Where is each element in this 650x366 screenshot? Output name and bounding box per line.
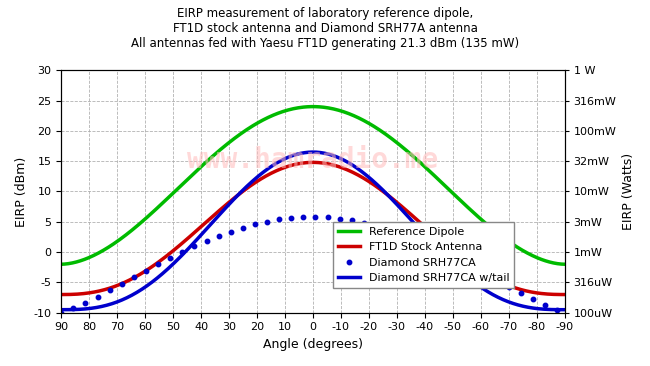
FT1D Stock Antenna (296, 161, 304, 165)
Diamond SRH77CA (358, 220, 366, 224)
Diamond SRH77CA w/tail (300, 151, 307, 155)
Diamond SRH77CA w/tail (358, 169, 366, 174)
Diamond SRH77CA w/tail (549, 307, 557, 312)
Diamond SRH77CA w/tail (309, 150, 317, 154)
FT1D Stock Antenna (331, 163, 339, 168)
Diamond SRH77CA (561, 310, 569, 315)
Line: Diamond SRH77CA w/tail: Diamond SRH77CA w/tail (61, 152, 565, 310)
Diamond SRH77CA (57, 310, 65, 315)
Diamond SRH77CA w/tail (296, 151, 304, 156)
FT1D Stock Antenna (300, 161, 307, 165)
Diamond SRH77CA w/tail (561, 307, 569, 312)
Diamond SRH77CA (300, 215, 307, 219)
Line: Reference Dipole: Reference Dipole (61, 107, 565, 264)
Diamond SRH77CA w/tail (57, 307, 65, 312)
Diamond SRH77CA (471, 266, 478, 270)
Reference Dipole (296, 105, 304, 110)
Diamond SRH77CA (549, 307, 557, 311)
Diamond SRH77CA w/tail (471, 281, 478, 285)
Diamond SRH77CA (309, 215, 317, 219)
Reference Dipole (358, 117, 366, 122)
Reference Dipole (549, 261, 557, 265)
FT1D Stock Antenna (561, 292, 569, 297)
Y-axis label: EIRP (dBm): EIRP (dBm) (15, 156, 28, 227)
Diamond SRH77CA w/tail (331, 154, 339, 158)
Diamond SRH77CA (296, 215, 304, 220)
FT1D Stock Antenna (57, 292, 65, 297)
Reference Dipole (471, 212, 478, 216)
Text: www.hamradio.me: www.hamradio.me (187, 146, 439, 174)
FT1D Stock Antenna (549, 292, 557, 296)
Legend: Reference Dipole, FT1D Stock Antenna, Diamond SRH77CA, Diamond SRH77CA w/tail: Reference Dipole, FT1D Stock Antenna, Di… (333, 222, 514, 288)
Y-axis label: EIRP (Watts): EIRP (Watts) (622, 153, 635, 230)
Reference Dipole (300, 105, 307, 109)
FT1D Stock Antenna (358, 175, 366, 179)
FT1D Stock Antenna (471, 265, 478, 269)
Line: Diamond SRH77CA: Diamond SRH77CA (59, 215, 567, 315)
Diamond SRH77CA (331, 216, 339, 220)
Reference Dipole (309, 104, 317, 109)
Text: EIRP measurement of laboratory reference dipole,
FT1D stock antenna and Diamond : EIRP measurement of laboratory reference… (131, 7, 519, 50)
FT1D Stock Antenna (309, 160, 317, 165)
Reference Dipole (331, 107, 339, 111)
X-axis label: Angle (degrees): Angle (degrees) (263, 338, 363, 351)
Line: FT1D Stock Antenna: FT1D Stock Antenna (61, 163, 565, 295)
Reference Dipole (561, 262, 569, 266)
Reference Dipole (57, 262, 65, 266)
